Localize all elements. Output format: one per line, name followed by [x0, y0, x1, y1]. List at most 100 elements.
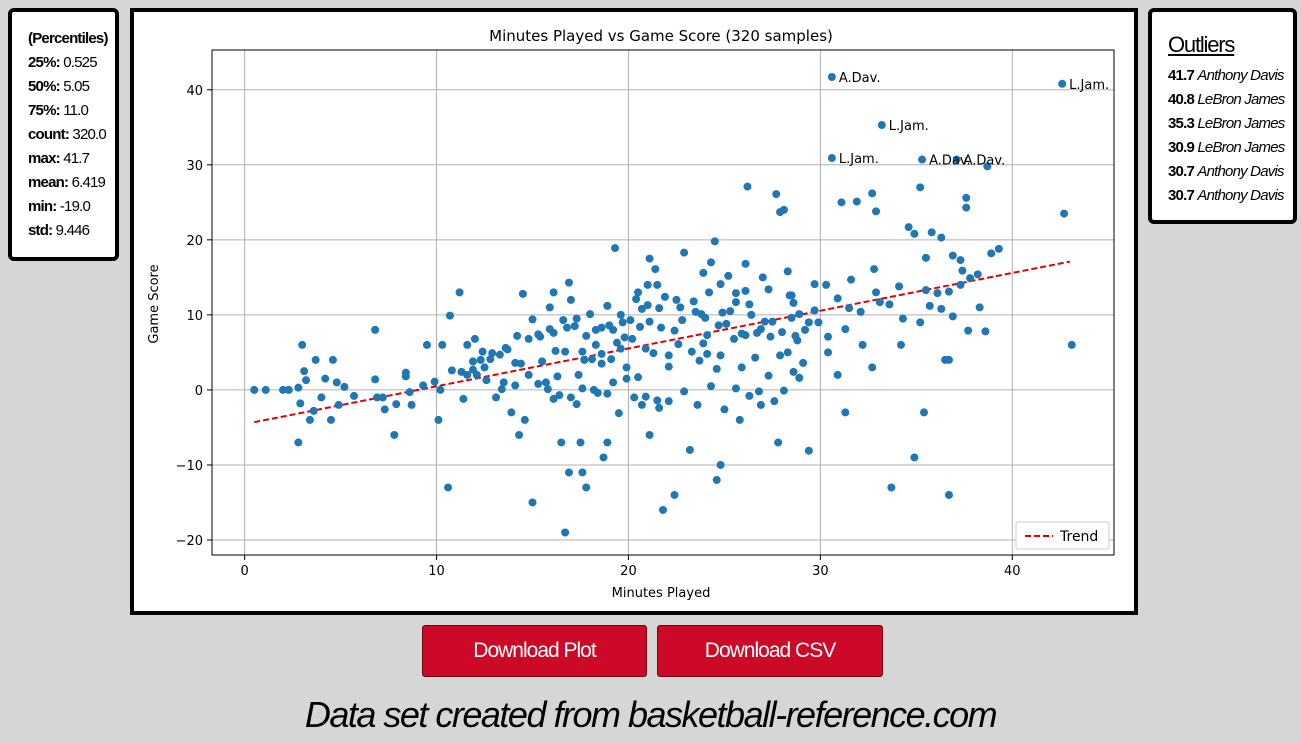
- data-point: [956, 256, 965, 265]
- data-point: [603, 389, 612, 398]
- data-point: [777, 328, 786, 337]
- data-point: [895, 282, 904, 291]
- data-point: [833, 294, 842, 303]
- data-point: [649, 349, 658, 358]
- data-point: [670, 490, 679, 499]
- data-point: [641, 344, 650, 353]
- data-point: [524, 334, 533, 343]
- trend-line: [254, 260, 1071, 424]
- data-point: [920, 408, 929, 417]
- data-point: [518, 289, 527, 298]
- stats-row: std: 9.446: [28, 219, 115, 243]
- data-point: [332, 378, 341, 387]
- data-point: [706, 382, 715, 391]
- data-point: [730, 334, 739, 343]
- data-point: [910, 229, 919, 238]
- data-point: [302, 376, 311, 385]
- data-point: [810, 306, 819, 315]
- data-point: [868, 189, 877, 198]
- data-point: [653, 396, 662, 405]
- outlier-player-name: Anthony Davis: [1197, 187, 1284, 204]
- data-point: [563, 323, 572, 332]
- outlier-row: 35.3 LeBron James: [1168, 112, 1293, 136]
- data-point: [457, 367, 466, 376]
- data-point: [309, 406, 318, 415]
- data-point: [695, 356, 704, 365]
- data-point: [804, 446, 813, 455]
- stats-row: mean: 6.419: [28, 171, 115, 195]
- data-point: [587, 355, 596, 364]
- data-point: [326, 415, 335, 424]
- data-point: [743, 182, 752, 191]
- data-point: [921, 253, 930, 262]
- data-point: [422, 340, 431, 349]
- data-point: [593, 388, 602, 397]
- data-point: [810, 280, 819, 289]
- data-point: [898, 314, 907, 323]
- data-point: [1058, 79, 1067, 88]
- data-point: [570, 322, 579, 331]
- data-point: [710, 237, 719, 246]
- y-tick-label: 20: [186, 234, 203, 249]
- data-point: [643, 301, 652, 310]
- stats-row: max: 41.7: [28, 147, 115, 171]
- data-point: [1067, 340, 1076, 349]
- annotations-layer: A.Dav. L.Jam.L.Jam.L.Jam. A.Dav.A.Dav.: [839, 71, 1109, 169]
- data-point: [664, 397, 673, 406]
- y-tick-label: 30: [186, 159, 203, 174]
- data-point: [350, 391, 359, 400]
- data-point: [680, 387, 689, 396]
- data-point: [801, 325, 810, 334]
- data-point: [591, 340, 600, 349]
- outlier-value: 35.3: [1168, 115, 1195, 132]
- data-point: [754, 387, 763, 396]
- data-point: [499, 378, 508, 387]
- data-point: [745, 300, 754, 309]
- data-point: [787, 291, 796, 300]
- data-point: [380, 405, 389, 414]
- data-point: [635, 322, 644, 331]
- data-point: [948, 251, 957, 260]
- data-point: [764, 371, 773, 380]
- data-point: [699, 339, 708, 348]
- data-point: [868, 363, 877, 372]
- data-point: [620, 333, 629, 342]
- data-point: [578, 468, 587, 477]
- data-point: [392, 400, 401, 409]
- outlier-row: 30.7 Anthony Davis: [1168, 160, 1293, 184]
- data-point: [795, 373, 804, 382]
- data-point: [845, 304, 854, 313]
- data-point: [918, 155, 927, 164]
- data-point: [870, 265, 879, 274]
- stats-value: 41.7: [63, 150, 90, 167]
- data-point: [614, 409, 623, 418]
- data-point: [645, 254, 654, 263]
- data-point: [680, 248, 689, 257]
- data-point: [887, 483, 896, 492]
- stats-row: 25%: 0.525: [28, 51, 115, 75]
- outlier-annotation: L.Jam.: [1069, 78, 1109, 93]
- data-point: [551, 346, 560, 355]
- data-point: [300, 367, 309, 376]
- data-point: [572, 314, 581, 323]
- data-point: [469, 365, 478, 374]
- data-point: [983, 162, 992, 171]
- download-csv-button[interactable]: Download CSV: [657, 625, 883, 677]
- data-point: [559, 316, 568, 325]
- stats-row: min: -19.0: [28, 195, 115, 219]
- data-point: [774, 438, 783, 447]
- outlier-row: 41.7 Anthony Davis: [1168, 64, 1293, 88]
- data-point: [904, 223, 913, 232]
- data-point: [634, 288, 643, 297]
- outlier-value: 30.9: [1168, 139, 1195, 156]
- download-plot-button[interactable]: Download Plot: [422, 625, 647, 677]
- data-point: [576, 438, 585, 447]
- data-point: [772, 190, 781, 199]
- data-point: [944, 490, 953, 499]
- data-point: [250, 385, 259, 394]
- data-point: [438, 340, 447, 349]
- y-tick-label: 0: [195, 384, 203, 399]
- data-point: [605, 321, 614, 330]
- data-point: [787, 313, 796, 322]
- data-point: [580, 355, 589, 364]
